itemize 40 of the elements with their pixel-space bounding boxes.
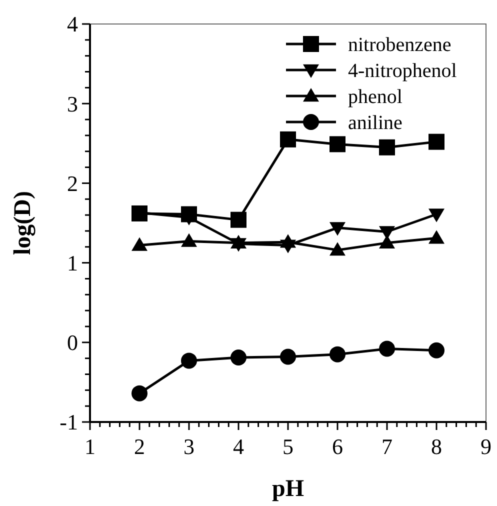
point [428,134,444,150]
x-tick-label: 5 [282,434,294,459]
point [132,385,148,402]
x-tick-label: 6 [332,434,343,459]
point [330,136,346,152]
legend-label: nitrobenzene [348,34,452,56]
x-tick-label: 7 [382,434,392,459]
point [330,346,346,362]
point [330,222,346,236]
point [428,230,444,244]
legend-label: aniline [348,112,403,134]
x-axis-title: pH [272,476,304,502]
point [181,352,197,369]
y-tick-label: 4 [67,12,78,37]
point [428,208,444,222]
point [280,348,296,365]
x-tick-label: 8 [431,434,442,459]
legend-label: phenol [348,86,403,108]
point [181,233,197,247]
x-tick-label: 3 [184,434,194,459]
point [230,350,246,366]
point [428,342,444,358]
x-tick-label: 9 [480,434,492,459]
x-tick-label: 4 [233,434,244,459]
legend-label: 4-nitrophenol [348,60,458,82]
point [132,237,148,251]
y-tick-label: -1 [60,410,78,435]
point [330,242,346,256]
point [379,340,395,357]
y-axis-title: log(D) [10,191,36,255]
x-tick-label: 2 [134,434,145,459]
x-tick-label: 1 [84,434,96,459]
point [230,212,246,228]
y-tick-label: 2 [67,170,78,196]
y-tick-label: 1 [67,250,78,276]
y-tick-label: 0 [67,330,78,356]
point [280,131,296,148]
y-tick-label: 3 [67,91,78,116]
point [379,139,395,156]
point [280,234,296,248]
